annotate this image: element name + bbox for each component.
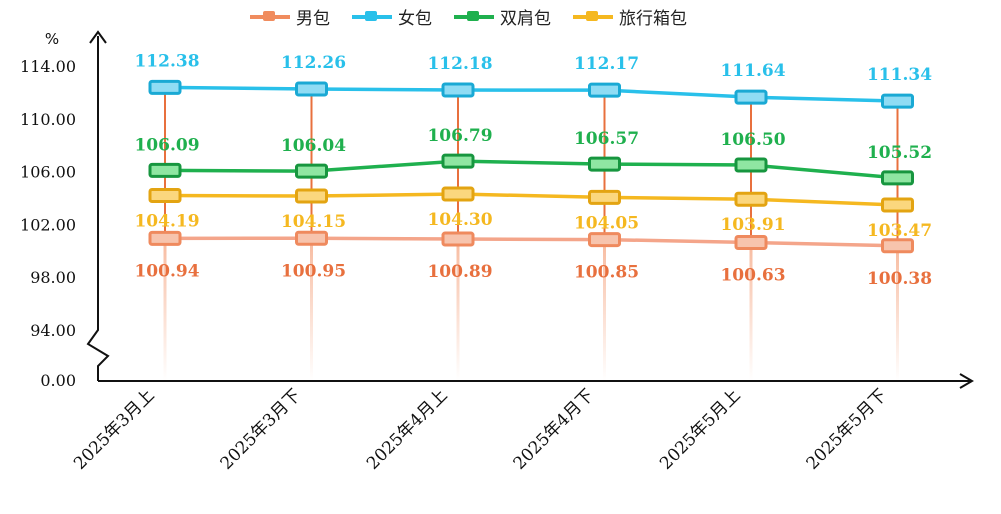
data-label: 112.38: [134, 51, 199, 71]
x-tick-label: 2025年4月下: [510, 385, 598, 473]
data-point-marker: [588, 232, 621, 248]
x-tick-label: 2025年5月下: [803, 385, 891, 473]
data-point-marker: [148, 187, 182, 203]
data-label: 106.57: [574, 129, 639, 149]
data-point-marker: [148, 79, 182, 95]
data-label: 104.19: [134, 211, 199, 231]
legend-item-womens-bag[interactable]: 女包: [352, 4, 432, 29]
y-axis-unit-label: %: [45, 30, 59, 48]
data-point-marker: [295, 81, 328, 97]
legend-swatch-luggage: [573, 10, 613, 21]
data-label: 106.50: [720, 130, 785, 150]
drop-line-fade: [310, 238, 313, 381]
y-tick-label: 106.00: [20, 163, 76, 182]
data-label: 106.09: [134, 135, 199, 155]
x-axis-arrow: [959, 373, 974, 389]
data-label: 100.89: [427, 262, 492, 282]
data-label: 100.95: [281, 261, 346, 281]
data-label: 111.64: [720, 61, 785, 81]
data-label: 104.30: [427, 210, 492, 230]
drop-line-fade: [749, 242, 753, 381]
drop-line-fade: [456, 239, 460, 381]
data-label: 112.17: [574, 54, 639, 74]
data-point-marker: [441, 153, 475, 169]
legend: 男包 女包 双肩包 旅行箱包: [250, 4, 687, 29]
data-point-marker: [148, 162, 182, 178]
data-label: 103.91: [720, 215, 785, 235]
data-point-marker: [295, 163, 328, 179]
y-tick-label: 94.00: [30, 321, 76, 340]
data-point-marker: [734, 89, 768, 105]
legend-swatch-backpack: [454, 10, 494, 21]
data-point-marker: [881, 93, 914, 109]
data-point-marker: [588, 189, 621, 205]
x-tick-label: 2025年3月上: [70, 385, 158, 473]
data-label: 100.85: [574, 263, 639, 283]
x-tick-label: 2025年4月上: [363, 385, 451, 473]
legend-swatch-womens-bag: [352, 10, 392, 21]
legend-item-backpack[interactable]: 双肩包: [454, 4, 551, 29]
legend-swatch-mens-bag: [250, 10, 290, 21]
legend-label-womens-bag: 女包: [398, 9, 432, 29]
series-line: [164, 236, 898, 248]
legend-label-mens-bag: 男包: [296, 9, 330, 29]
x-tick-label: 2025年5月上: [656, 385, 744, 473]
data-label: 105.52: [867, 143, 932, 163]
y-tick-label: 102.00: [20, 215, 76, 234]
data-label: 104.05: [574, 213, 639, 233]
data-label: 112.18: [427, 54, 492, 74]
data-point-marker: [881, 238, 914, 254]
drop-line-fade: [896, 245, 899, 381]
data-point-marker: [734, 191, 768, 207]
data-label: 103.47: [867, 221, 932, 241]
data-label: 100.38: [867, 269, 932, 289]
data-point-marker: [441, 82, 475, 98]
data-point-marker: [881, 170, 914, 186]
data-point-marker: [881, 197, 914, 213]
data-point-marker: [295, 188, 328, 204]
legend-item-luggage[interactable]: 旅行箱包: [573, 4, 687, 29]
data-label: 106.04: [281, 136, 346, 156]
data-point-marker: [588, 156, 621, 172]
legend-item-mens-bag[interactable]: 男包: [250, 4, 330, 29]
drop-line-fade: [603, 239, 606, 381]
data-point-marker: [295, 230, 328, 246]
y-axis-arrow: [89, 30, 107, 44]
data-label: 104.15: [281, 212, 346, 232]
series-line: [164, 85, 898, 103]
data-label: 100.94: [134, 261, 199, 281]
legend-label-backpack: 双肩包: [500, 9, 551, 29]
series-line: [164, 192, 898, 207]
data-point-marker: [734, 157, 768, 173]
y-tick-label: 0.00: [40, 371, 76, 390]
data-point-marker: [588, 82, 621, 98]
legend-label-luggage: 旅行箱包: [619, 9, 687, 29]
data-label: 112.26: [281, 53, 346, 73]
y-tick-label: 114.00: [20, 57, 76, 76]
drop-line-fade: [163, 238, 167, 381]
data-point-marker: [441, 186, 475, 202]
series-line: [164, 159, 898, 180]
x-tick-label: 2025年3月下: [217, 385, 305, 473]
data-point-marker: [734, 234, 768, 250]
y-tick-label: 110.00: [20, 110, 76, 129]
data-label: 111.34: [867, 65, 932, 85]
data-label: 106.79: [427, 126, 492, 146]
y-axis-line: [86, 36, 110, 381]
data-point-marker: [441, 231, 475, 247]
data-label: 100.63: [720, 265, 785, 285]
y-tick-label: 98.00: [30, 268, 76, 287]
data-point-marker: [148, 230, 182, 246]
